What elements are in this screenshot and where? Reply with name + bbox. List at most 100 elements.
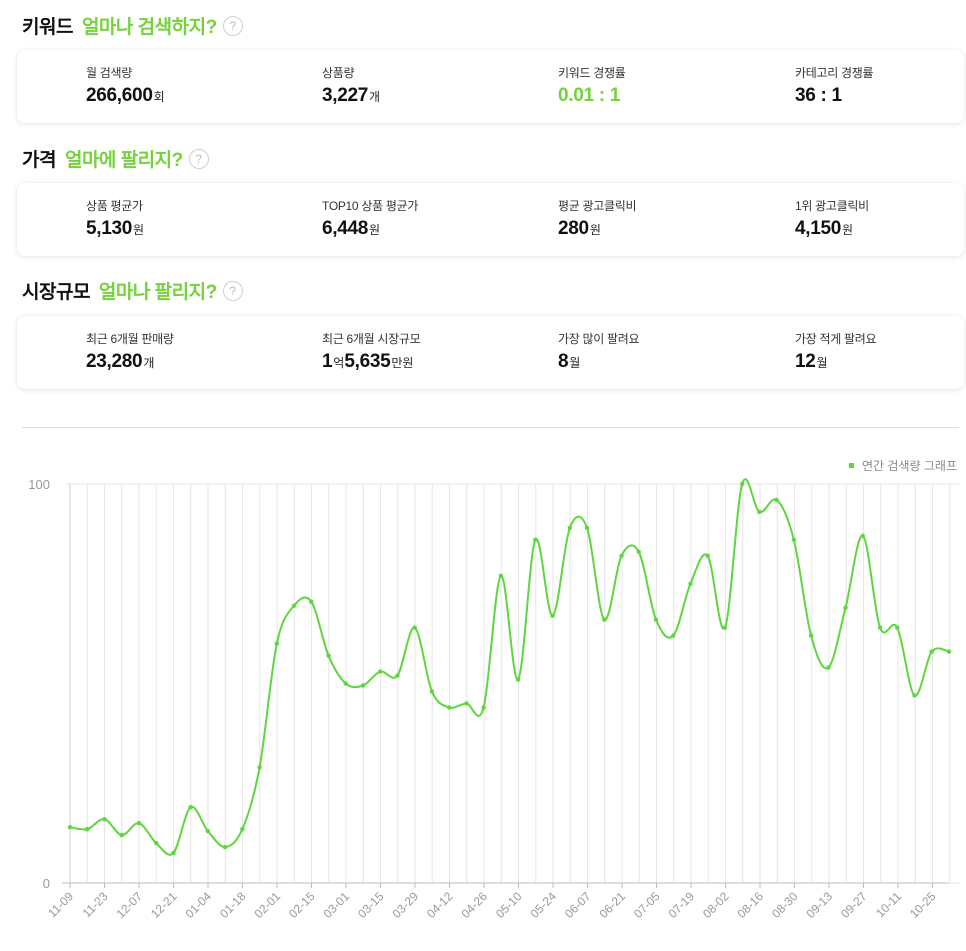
data-point — [205, 828, 211, 834]
data-point — [481, 705, 486, 710]
data-point — [464, 701, 469, 706]
stat-label: 최근 6개월 시장규모 — [322, 332, 421, 346]
stat-category-competition: 카테고리 경쟁률 36 : 1 — [795, 64, 874, 107]
data-point — [895, 625, 900, 630]
stat-value: 6,448 — [322, 218, 369, 239]
stat-label: 상품 평균가 — [86, 199, 143, 213]
data-point — [343, 681, 348, 686]
x-tick-label: 04-26 — [459, 889, 491, 921]
data-point — [688, 581, 693, 586]
data-point — [85, 826, 90, 832]
stat-unit: 원 — [589, 223, 601, 237]
stat-value: 8 — [558, 351, 569, 372]
stat-label: 카테고리 경쟁률 — [795, 66, 874, 80]
help-icon[interactable]: ? — [188, 149, 209, 169]
price-section-header: 가격 얼마에 팔리지? ? — [22, 144, 209, 172]
keyword-section-header: 키워드 얼마나 검색하지? ? — [22, 11, 243, 39]
stat-top-ad-click: 1위 광고클릭비 4,150원 — [795, 197, 869, 240]
data-point — [929, 649, 934, 654]
x-tick-label: 11-09 — [45, 889, 76, 920]
x-tick-label: 04-12 — [424, 889, 456, 921]
data-point — [378, 669, 383, 674]
stat-label: 가장 적게 팔려요 — [795, 332, 877, 346]
data-point — [843, 605, 848, 610]
y-tick-label: 100 — [28, 477, 50, 492]
x-tick-label: 10-11 — [873, 889, 904, 920]
stat-unit: 개 — [369, 90, 381, 104]
data-point — [826, 665, 831, 670]
data-point — [550, 613, 555, 618]
stat-unit: 회 — [153, 90, 165, 104]
data-point — [791, 537, 797, 543]
data-point — [119, 832, 124, 838]
data-point — [188, 804, 193, 810]
stat-label: 평균 광고클릭비 — [558, 199, 637, 213]
stat-value: 5,130 — [86, 218, 133, 239]
stat-unit: 월 — [569, 356, 581, 370]
data-point — [291, 603, 297, 608]
price-stats-card: 상품 평균가 5,130원 TOP10 상품 평균가 6,448원 평균 광고클… — [17, 183, 964, 256]
stat-label: 가장 많이 팔려요 — [558, 332, 640, 346]
x-tick-label: 02-01 — [252, 889, 284, 921]
stat-keyword-competition: 키워드 경쟁률 0.01 : 1 — [558, 64, 626, 107]
stat-best-month: 가장 많이 팔려요 8월 — [558, 330, 640, 373]
x-tick-label: 08-02 — [700, 889, 732, 921]
stat-value: 3,227 — [322, 85, 369, 106]
stat-label: 월 검색량 — [86, 66, 132, 80]
stat-unit: 월 — [816, 356, 828, 370]
x-tick-label: 11-23 — [80, 889, 111, 920]
x-tick-label: 06-21 — [597, 889, 629, 921]
stat-value: 4,150 — [795, 218, 842, 239]
stat-value: 5,635 — [344, 351, 391, 372]
market-section-title: 시장규모 — [22, 281, 90, 303]
stat-label: 1위 광고클릭비 — [795, 199, 869, 213]
stat-label: TOP10 상품 평균가 — [322, 199, 419, 213]
data-point — [171, 850, 176, 856]
data-point — [429, 689, 435, 694]
stat-unit: 억 — [333, 356, 345, 370]
data-point — [240, 826, 245, 832]
legend-marker — [849, 463, 854, 468]
data-point — [136, 820, 142, 826]
data-point — [257, 765, 262, 770]
x-tick-label: 03-29 — [390, 889, 422, 921]
stat-6m-sales: 최근 6개월 판매량 23,280개 — [86, 330, 174, 373]
data-point — [567, 525, 573, 531]
x-tick-label: 12-07 — [114, 889, 146, 921]
y-tick-label: 0 — [43, 876, 50, 891]
data-point — [412, 625, 417, 630]
price-section-accent: 얼마에 팔리지? — [64, 149, 183, 171]
stat-value: 266,600 — [86, 85, 153, 106]
stat-value: 36 : 1 — [795, 85, 842, 106]
stat-value: 280 — [558, 218, 589, 239]
data-point — [498, 573, 504, 578]
data-point — [808, 633, 814, 638]
stat-monthly-searches: 월 검색량 266,600회 — [86, 64, 165, 107]
data-point — [653, 617, 659, 622]
stat-unit: 개 — [143, 356, 155, 370]
x-tick-label: 06-07 — [562, 889, 594, 921]
help-icon[interactable]: ? — [222, 16, 243, 36]
stat-6m-market-size: 최근 6개월 시장규모 1억5,635만원 — [322, 330, 421, 373]
stat-unit: 원 — [133, 223, 145, 237]
market-section-header: 시장규모 얼마나 팔리지? ? — [22, 276, 243, 304]
market-section-accent: 얼마나 팔리지? — [98, 281, 217, 303]
stat-unit: 원 — [369, 223, 381, 237]
x-tick-label: 08-30 — [769, 889, 801, 921]
data-point — [584, 525, 590, 531]
series-line — [69, 478, 950, 856]
data-point — [860, 533, 866, 539]
data-point — [395, 673, 400, 678]
help-icon[interactable]: ? — [222, 281, 243, 301]
keyword-stats-card: 월 검색량 266,600회 상품량 3,227개 키워드 경쟁률 0.01 :… — [17, 50, 964, 123]
data-point — [67, 824, 73, 830]
data-point — [739, 481, 745, 487]
data-point — [946, 649, 952, 654]
x-tick-label: 05-10 — [493, 889, 525, 921]
data-point — [602, 617, 607, 622]
x-tick-label: 12-21 — [148, 889, 180, 921]
stat-worst-month: 가장 적게 팔려요 12월 — [795, 330, 877, 373]
x-tick-label: 10-25 — [907, 889, 939, 921]
data-point — [636, 549, 641, 555]
